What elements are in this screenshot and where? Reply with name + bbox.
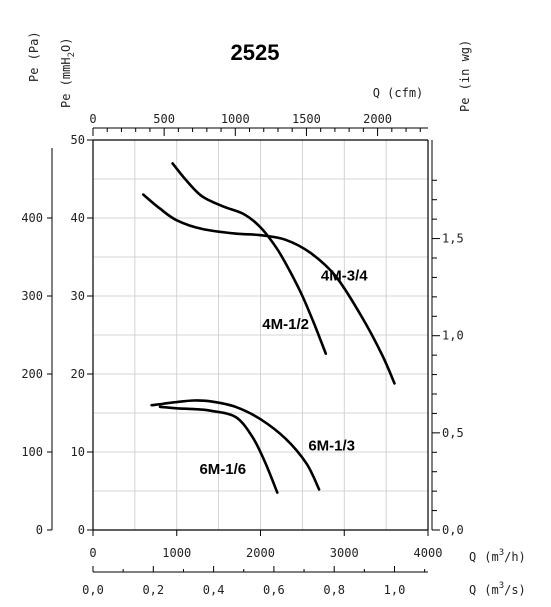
curve-label-6m-1-6: 6M-1/6 <box>199 461 246 478</box>
pa-tick-label: 0 <box>36 523 43 537</box>
inwg-tick-label: 0,0 <box>442 523 464 537</box>
pa-tick-label: 400 <box>21 211 43 225</box>
mmh2o-tick-label: 20 <box>71 367 85 381</box>
m3s-tick-label: 1,0 <box>384 583 406 597</box>
cfm-tick-label: 2000 <box>363 112 392 126</box>
pa-tick-label: 300 <box>21 289 43 303</box>
axis-ticks <box>47 127 440 573</box>
m3h-tick-label: 2000 <box>246 546 275 560</box>
cfm-tick-label: 500 <box>153 112 175 126</box>
fan-curves <box>142 162 396 494</box>
bottom-axis-title-m3h: Q (m3/h) <box>469 548 526 564</box>
cfm-tick-label: 0 <box>89 112 96 126</box>
cfm-tick-label: 1500 <box>292 112 321 126</box>
curve-labels: 4M-3/4 4M-1/2 6M-1/3 6M-1/6 <box>199 267 368 477</box>
m3s-tick-label: 0,0 <box>82 583 104 597</box>
grid-layer <box>93 140 428 530</box>
mmh2o-tick-label: 0 <box>78 523 85 537</box>
inwg-tick-label: 1,5 <box>442 232 464 246</box>
inwg-tick-label: 1,0 <box>442 329 464 343</box>
curve-6m-1-6 <box>158 405 279 494</box>
curve-4m-1-2 <box>171 162 328 355</box>
left-axis-title-pa: Pe (Pa) <box>27 31 41 82</box>
m3s-tick-label: 0,6 <box>263 583 285 597</box>
mmh2o-tick-label: 10 <box>71 445 85 459</box>
curve-6m-1-3 <box>150 399 321 491</box>
pa-tick-label: 100 <box>21 445 43 459</box>
left-axis-title-mmh2o: Pe (mmH2O) <box>59 38 77 108</box>
chart-title: 2525 <box>231 40 280 65</box>
curve-label-6m-1-3: 6M-1/3 <box>308 437 355 454</box>
cfm-tick-label: 1000 <box>221 112 250 126</box>
right-axis-title-inwg: Pe (in wg) <box>458 40 472 112</box>
curve-label-4m-1-2: 4M-1/2 <box>262 316 309 333</box>
m3h-tick-label: 1000 <box>162 546 191 560</box>
m3s-tick-label: 0,2 <box>142 583 164 597</box>
m3h-tick-label: 4000 <box>414 546 443 560</box>
curve-label-4m-3-4: 4M-3/4 <box>321 267 368 284</box>
m3s-tick-label: 0,4 <box>203 583 225 597</box>
inwg-tick-label: 0,5 <box>442 426 464 440</box>
m3h-tick-label: 0 <box>89 546 96 560</box>
curve-4m-3-4 <box>142 193 396 385</box>
bottom-axis-title-m3s: Q (m3/s) <box>469 581 526 597</box>
pa-tick-label: 200 <box>21 367 43 381</box>
mmh2o-tick-label: 30 <box>71 289 85 303</box>
m3s-tick-label: 0,8 <box>323 583 345 597</box>
m3h-tick-label: 3000 <box>330 546 359 560</box>
mmh2o-tick-label: 40 <box>71 211 85 225</box>
mmh2o-tick-label: 50 <box>71 133 85 147</box>
top-axis-title: Q (cfm) <box>373 86 424 100</box>
